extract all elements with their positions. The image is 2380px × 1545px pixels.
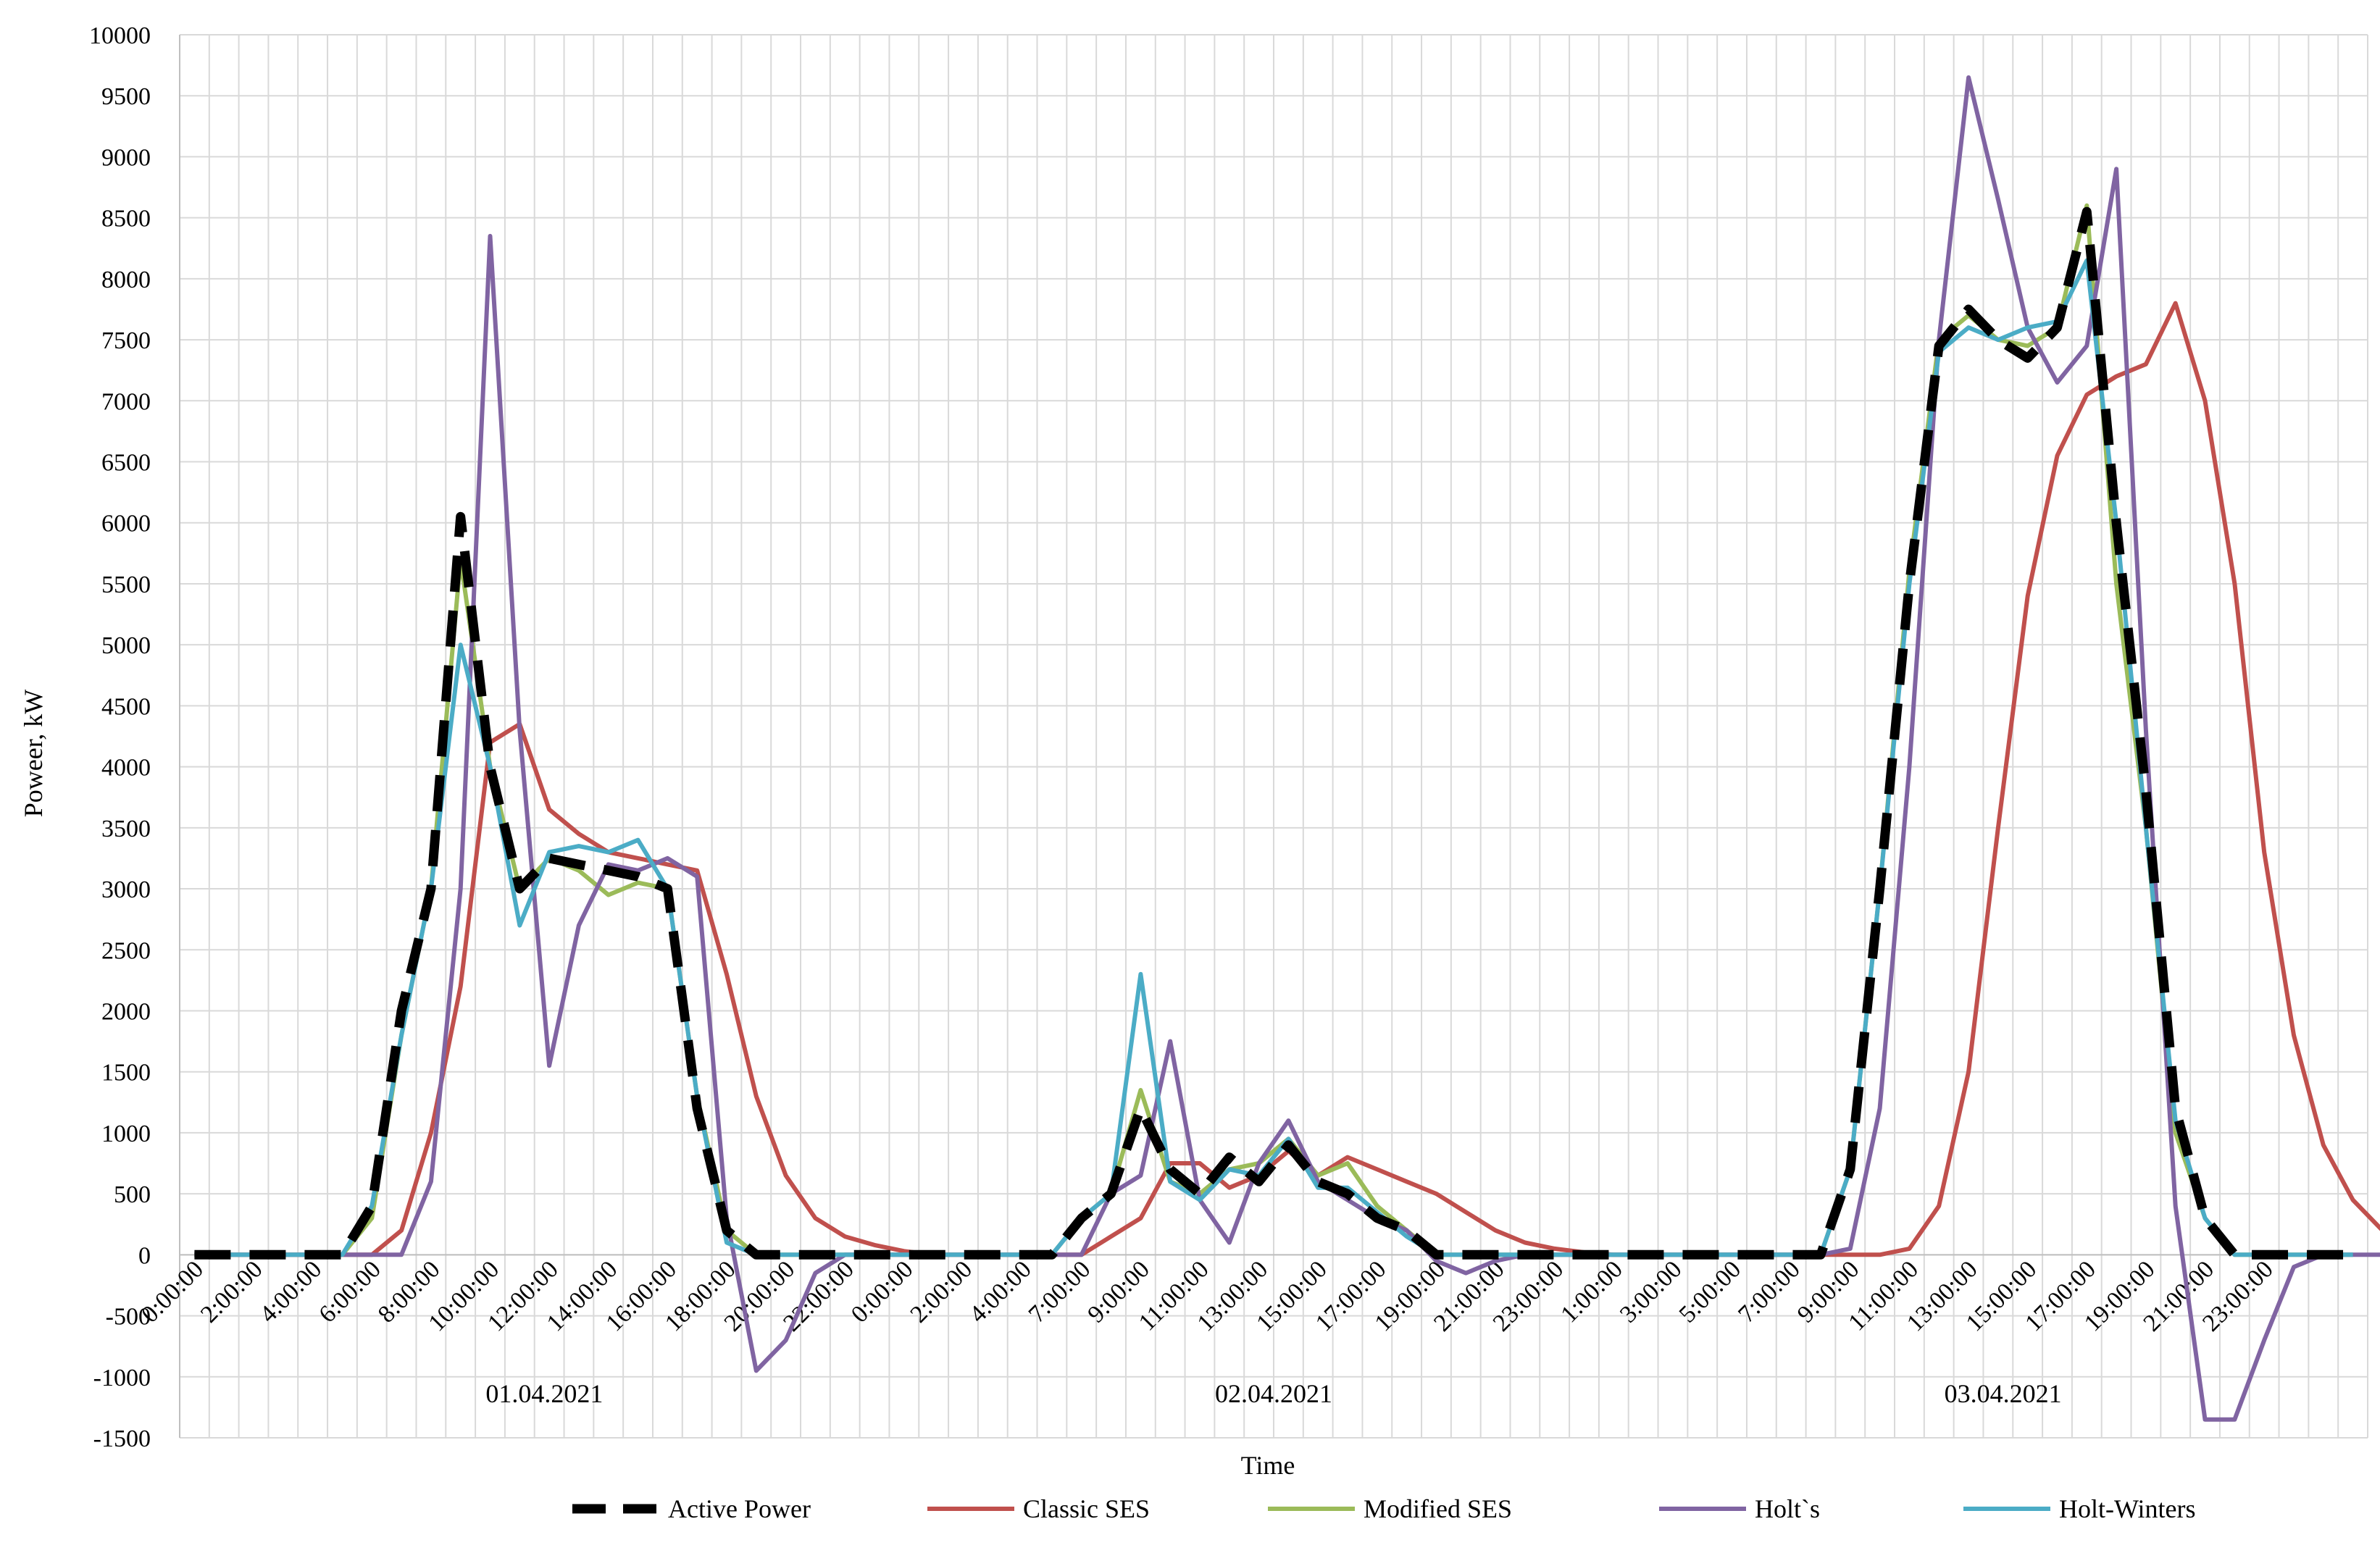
y-tick-label: 7500 [101,327,151,354]
legend-label: Holt`s [1755,1494,1820,1523]
x-tick-label: 7:00:00 [1733,1256,1805,1328]
date-label: 03.04.2021 [1945,1379,2062,1408]
date-label: 01.04.2021 [485,1379,603,1408]
x-tick-label: 2:00:00 [906,1256,978,1328]
y-tick-label: 3500 [101,816,151,842]
y-axis-title: Poweer, kW [19,690,48,818]
y-axis-tick-labels: -1500 -1000 -500 0 500 1000 1500 2000 2500 3000 35… [89,22,151,1452]
series-lines [194,75,2380,1422]
y-tick-label: -1000 [93,1365,151,1391]
y-tick-label: -500 [106,1304,151,1331]
axes [179,35,2368,1438]
date-label: 02.04.2021 [1215,1379,1332,1408]
y-tick-label: 1000 [101,1121,151,1147]
y-tick-label: 5000 [101,632,151,659]
legend-label: Holt-Winters [2059,1494,2196,1523]
y-tick-label: 7000 [101,388,151,415]
series-line-holt-winters [194,258,2353,1257]
y-tick-label: 1500 [101,1060,151,1086]
y-tick-label: 6000 [101,511,151,537]
gridlines [179,34,2368,1439]
series-line-active-power [194,206,2353,1260]
x-tick-label: 6:00:00 [314,1256,386,1328]
y-tick-label: 10000 [89,22,151,49]
x-tick-label: 7:00:00 [1024,1256,1096,1328]
legend: Active Power Classic SES Modified SES Holt`… [572,1494,2196,1523]
x-tick-label: 4:00:00 [964,1256,1037,1328]
legend-label: Modified SES [1364,1494,1512,1523]
y-tick-label: 9000 [101,144,151,171]
x-tick-label: 4:00:00 [255,1256,327,1328]
x-tick-label: 5:00:00 [1674,1256,1747,1328]
y-tick-label: 9500 [101,83,151,110]
y-tick-label: 4000 [101,755,151,782]
y-tick-label: -1500 [93,1425,151,1452]
x-tick-label: 0:00:00 [846,1256,919,1328]
date-labels: 01.04.2021 02.04.2021 03.04.2021 [485,1379,2061,1408]
y-tick-label: 5500 [101,571,151,598]
y-tick-label: 6500 [101,450,151,477]
x-tick-label: 1:00:00 [1556,1256,1628,1328]
legend-label: Active Power [668,1494,811,1523]
y-tick-label: 0 [138,1242,151,1269]
y-tick-label: 2500 [101,937,151,964]
y-tick-label: 8000 [101,267,151,293]
y-tick-label: 8500 [101,206,151,233]
x-tick-label: 3:00:00 [1615,1256,1687,1328]
y-tick-label: 3000 [101,876,151,903]
x-tick-label: 2:00:00 [196,1256,268,1328]
legend-label: Classic SES [1023,1494,1150,1523]
x-axis-tick-labels: 0:00:002:00:004:00:006:00:008:00:0010:00… [136,1256,2278,1337]
y-tick-label: 500 [114,1181,151,1208]
y-tick-label: 2000 [101,998,151,1025]
y-tick-label: 4500 [101,693,151,720]
series-line-holt-s [194,75,2380,1422]
x-axis-title: Time [1241,1451,1295,1480]
